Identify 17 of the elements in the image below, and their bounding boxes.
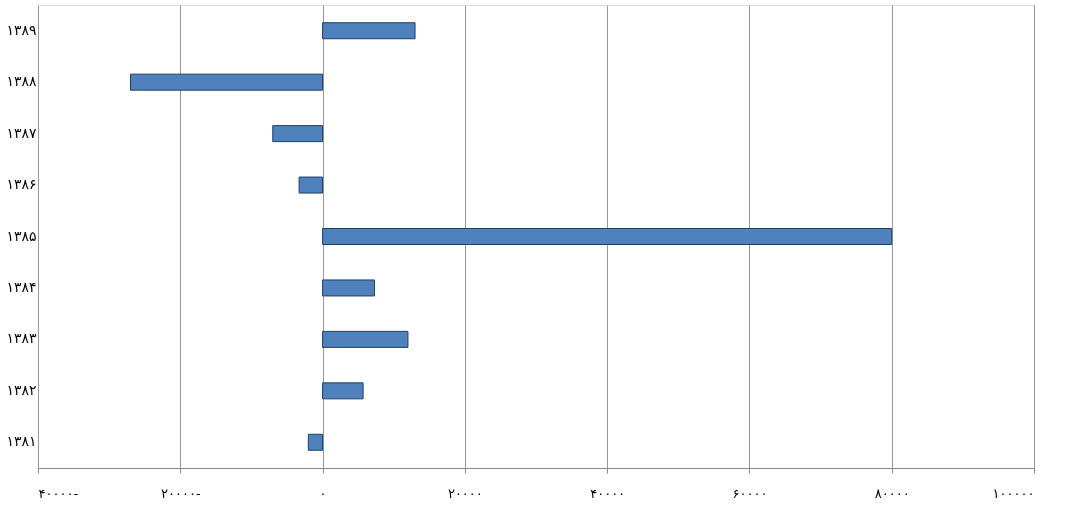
x-tick-label: ۰	[319, 485, 327, 501]
x-tick-label: ۴۰۰۰۰	[590, 485, 626, 501]
x-tick-label: ۲۰۰۰۰	[447, 485, 483, 501]
x-tick-label: ۶۰۰۰۰	[732, 485, 768, 501]
x-tick-label: ۲۰۰۰۰-	[160, 485, 201, 501]
y-tick-label: ۱۳۸۸	[6, 73, 37, 90]
x-tick-label: ۱۰۰۰۰۰	[992, 485, 1035, 501]
x-tick-label: ۸۰۰۰۰	[874, 485, 910, 501]
x-tick-label: ۴۰۰۰۰-	[38, 485, 79, 501]
y-tick-label: ۱۳۸۱	[6, 433, 37, 450]
y-tick-label: ۱۳۸۵	[6, 227, 37, 244]
y-tick-label: ۱۳۸۲	[6, 381, 37, 398]
y-tick-label: ۱۳۸۷	[6, 124, 37, 141]
y-tick-label: ۱۳۸۳	[6, 330, 37, 347]
y-tick-label: ۱۳۸۹	[6, 21, 37, 38]
y-tick-label: ۱۳۸۴	[6, 278, 37, 295]
y-tick-label: ۱۳۸۶	[6, 176, 37, 193]
